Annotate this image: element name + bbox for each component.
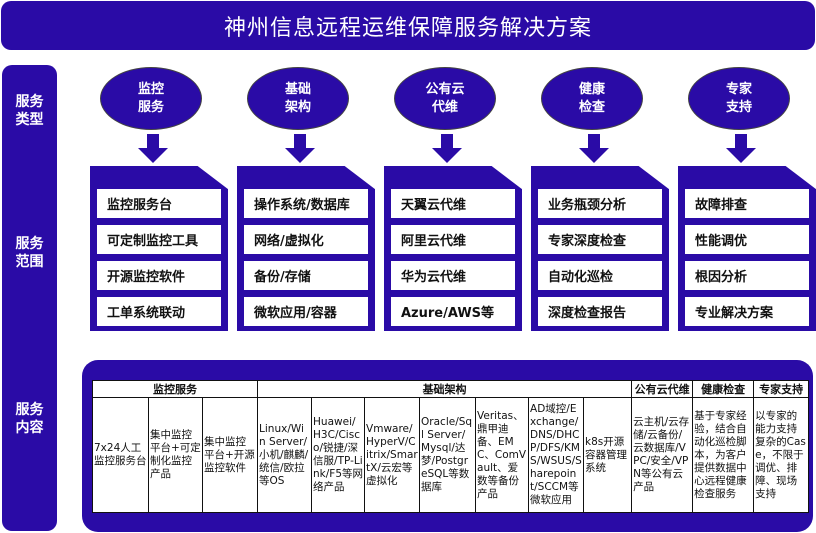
table-cell: 基于专家经验，结合自动化巡检脚本，为客户提供数据中心远程健康检查服务: [692, 397, 755, 513]
scope-item: Azure/AWS等: [391, 297, 515, 326]
arrow-down-icon: [726, 134, 756, 163]
service-type-public-cloud: 公有云 代维: [394, 67, 496, 130]
header-expert-support: 专家支持: [753, 380, 810, 398]
arrow-down-icon: [579, 134, 609, 163]
scope-item: 故障排查: [685, 189, 809, 218]
table-cell: Vmware/HyperV/Citrix/SmartX/云宏等虚拟化: [364, 397, 421, 513]
service-type-monitoring: 监控 服务: [100, 67, 202, 130]
scope-item: 专业解决方案: [685, 297, 809, 326]
service-type-expert-support: 专家 支持: [688, 67, 790, 130]
table-cell: Oracle/Sql Server/Mysql/达梦/PostgreSQL等数据…: [419, 397, 477, 513]
table-cell: AD域控/Exchange/DNS/DHCP/DFS/KMS/WSUS/Shar…: [528, 397, 585, 513]
scope-item: 网络/虚拟化: [244, 225, 368, 254]
header-health-check: 健康检查: [692, 380, 755, 398]
service-type-health-check: 健康 检查: [541, 67, 643, 130]
scope-item: 工单系统联动: [97, 297, 221, 326]
scope-card-public-cloud: 天翼云代维阿里云代维华为云代维 Azure/AWS等: [384, 166, 522, 331]
scope-item: 可定制监控工具: [97, 225, 221, 254]
label-service-content: 服务 内容: [15, 402, 44, 436]
table-cell: 集中监控平台+可定制化监控产品: [148, 397, 203, 513]
label-service-scope: 服务 范围: [15, 236, 44, 270]
service-content-table: 监控服务 基础架构 公有云代维 健康检查 专家支持 7x24人工监控服务台 集中监…: [91, 380, 810, 513]
scope-card-expert-support: 故障排查性能调优根因分析专业解决方案: [678, 166, 816, 331]
table-cell: k8s开源容器管理系统: [583, 397, 633, 513]
table-cell: Huawei/H3C/Cisco/锐捷/深信服/TP-Link/F5等网络产品: [311, 397, 366, 513]
scope-item: 华为云代维: [391, 261, 515, 290]
page-title: 神州信息远程运维保障服务解决方案: [1, 1, 815, 50]
scope-item: 开源监控软件: [97, 261, 221, 290]
table-cell: 集中监控平台+开源监控软件: [201, 397, 259, 513]
scope-item: 深度检查报告: [538, 297, 662, 326]
table-cell: Veritas、鼎甲迪备、EMC、ComVault、爱数等备份产品: [475, 397, 530, 513]
table-cell: Linux/Win Server/小机/麒麟/统信/欧拉等OS: [257, 397, 313, 513]
scope-item: 根因分析: [685, 261, 809, 290]
table-cell: 以专家的能力支持复杂的Case，不限于调优、排障、现场支持: [753, 397, 810, 513]
table-cell: 云主机/云存储/云备份/云数据库/VPC/安全/VPN等公有云产品: [631, 397, 694, 513]
arrow-down-icon: [138, 134, 168, 163]
scope-item: 性能调优: [685, 225, 809, 254]
header-public-cloud: 公有云代维: [631, 380, 694, 398]
scope-item: 业务瓶颈分析: [538, 189, 662, 218]
scope-item: 微软应用/容器: [244, 297, 368, 326]
scope-card-health-check: 业务瓶颈分析 专家深度检查 自动化巡检深度检查报告: [531, 166, 669, 331]
service-type-infrastructure: 基础 架构: [247, 67, 349, 130]
scope-item: 自动化巡检: [538, 261, 662, 290]
arrow-down-icon: [432, 134, 462, 163]
header-monitoring: 监控服务: [91, 380, 259, 398]
scope-item: 阿里云代维: [391, 225, 515, 254]
header-infrastructure: 基础架构: [257, 380, 633, 398]
scope-card-monitoring: 监控服务台可定制监控工具 开源监控软件 工单系统联动: [90, 166, 228, 331]
scope-card-infrastructure: 操作系统/数据库 网络/虚拟化 备份/存储微软应用/容器: [237, 166, 375, 331]
table-cell: 7x24人工监控服务台: [92, 397, 149, 513]
scope-item: 专家深度检查: [538, 225, 662, 254]
scope-item: 天翼云代维: [391, 189, 515, 218]
scope-item: 备份/存储: [244, 261, 368, 290]
row-labels-sidebar: 服务 类型 服务 范围 服务 内容: [2, 65, 57, 531]
arrow-down-icon: [285, 134, 315, 163]
table-header-row: 监控服务 基础架构 公有云代维 健康检查 专家支持: [91, 380, 810, 398]
label-service-type: 服务 类型: [15, 94, 44, 128]
scope-item: 操作系统/数据库: [244, 189, 368, 218]
table-row: 7x24人工监控服务台 集中监控平台+可定制化监控产品 集中监控平台+开源监控软件 L…: [92, 397, 810, 513]
scope-item: 监控服务台: [97, 189, 221, 218]
